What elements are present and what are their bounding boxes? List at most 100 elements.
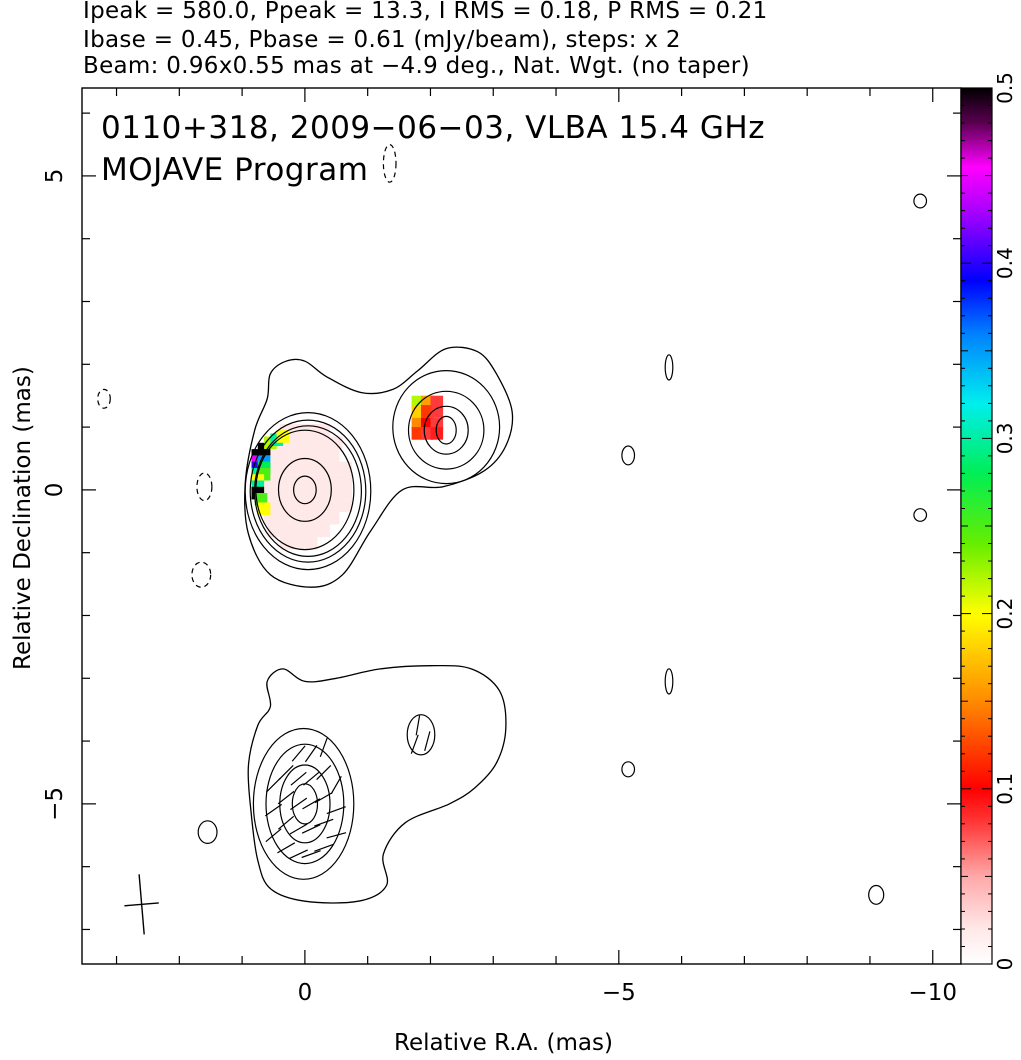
fracpol-pixel [289,449,302,462]
evpa-vector [264,803,283,817]
evpa-vector [278,764,294,781]
fracpol-pixel [304,524,318,537]
x-axis-label: Relative R.A. (mas) [394,1030,613,1056]
evpa-vector [314,843,334,852]
intensity-contour [621,445,636,466]
evpa-vector [301,850,321,859]
fracpol-pixel [276,461,290,475]
fracpol-pixel [339,461,352,475]
intensity-contour [255,429,355,551]
evpa-vector [330,776,342,794]
evpa-vector [265,777,282,793]
evpa-vector [415,715,421,736]
x-tick-label: 0 [298,980,313,1006]
header-line-1: Ipeak = 580.0, Ppeak = 13.3, I RMS = 0.1… [83,0,768,24]
core-contour [244,412,372,571]
header-line-3: Beam: 0.96x0.55 mas at −4.9 deg., Nat. W… [83,53,750,79]
y-tick-label: 0 [42,483,68,498]
fracpol-pixel [314,449,327,462]
evpa-vector [326,832,347,839]
evpa-vector [291,745,306,762]
x-tick-label: −5 [602,980,636,1006]
fracpol-pixel [421,405,434,418]
evpa-vector [326,806,346,815]
knot-contour [392,370,501,485]
fracpol-pixel [289,461,302,475]
intensity-contour [664,354,674,381]
evpa-vector [304,745,318,763]
x-tick-label: −10 [908,980,957,1006]
intensity-contour [277,457,332,522]
intensity-contour [621,761,636,778]
fracpol-pixel [330,436,343,450]
y-axis-label: Relative Declination (mas) [10,366,36,670]
evpa-vector [302,798,321,810]
fracpol-pixel [276,511,290,525]
fracpol-pixel [326,461,340,475]
evpa-vector [289,823,308,835]
intensity-contour [197,820,218,844]
fracpol-pixel [276,474,290,487]
negative-contour [191,561,212,588]
fracpol-pixel [257,502,271,516]
outer-contour-upper [244,346,514,588]
fracpol-pixel [314,486,327,500]
source-label: 0110+318, 2009−06−03, VLBA 15.4 GHz [101,110,765,146]
intensity-contour [407,390,485,470]
beam-cross [124,874,159,935]
intensity-contour [423,405,469,455]
evpa-vector [278,815,295,830]
colorbar-tick-label: 0.4 [993,247,1017,279]
evpa-vector [277,842,296,854]
fracpol-pixel [326,474,340,487]
colorbar-tick-label: 0.5 [993,72,1017,104]
header-line-2: Ibase = 0.45, Pbase = 0.61 (mJy/beam), s… [83,27,681,53]
colorbar-tick-label: 0 [993,958,1017,971]
fracpol-pixel [289,511,302,525]
fracpol-pixel [317,436,330,450]
fracpol-pixel [301,486,315,500]
evpa-vector [265,828,282,843]
total-intensity-contours [97,143,928,905]
fracpol-pixel [292,524,305,537]
program-label: MOJAVE Program [101,152,369,188]
fracpol-pixel [301,499,315,512]
negative-contour [382,143,397,183]
colorbar-tick-label: 0.2 [993,598,1017,630]
fracpol-pixel [289,486,302,500]
fracpol-pixel [301,474,315,487]
intensity-contour [265,743,345,865]
core-contour [254,425,363,557]
fracpol-pixel [276,449,290,462]
intensity-contour [913,193,928,209]
fracpol-pixel [292,436,305,450]
fracpol-pixel [301,461,315,475]
intensity-contour [435,415,457,445]
core-contour [249,419,367,563]
plot-border [81,87,962,965]
fracpol-pixel [292,537,305,550]
colorbar: 0 0.1 0.2 0.3 0.4 0.5 [960,72,1017,971]
plot-frame: 0 −5 −10 −5 0 5 [42,87,962,1006]
intensity-contour [664,668,674,695]
fracpol-pixel [289,499,302,512]
evpa-vector [316,764,332,781]
fracpol-pixel [314,511,327,525]
fracpol-pixel [314,461,327,475]
intensity-contour [868,884,885,905]
evpa-vector [410,734,419,754]
evpa-vector [289,849,308,859]
evpa-vector [277,790,295,805]
colorbar-tick-label: 0.1 [993,773,1017,805]
evpa-vector [424,731,431,751]
fracpol-pixel [326,499,340,512]
fracpol-pixel [326,486,340,500]
intensity-contour [406,714,436,756]
fracpol-pixel [304,436,318,450]
fracpol-pixel [339,499,352,512]
fracpol-pixel [317,524,330,537]
negative-contour [196,472,213,502]
fracpol-pixel [314,474,327,487]
evpa-vector [290,771,307,786]
